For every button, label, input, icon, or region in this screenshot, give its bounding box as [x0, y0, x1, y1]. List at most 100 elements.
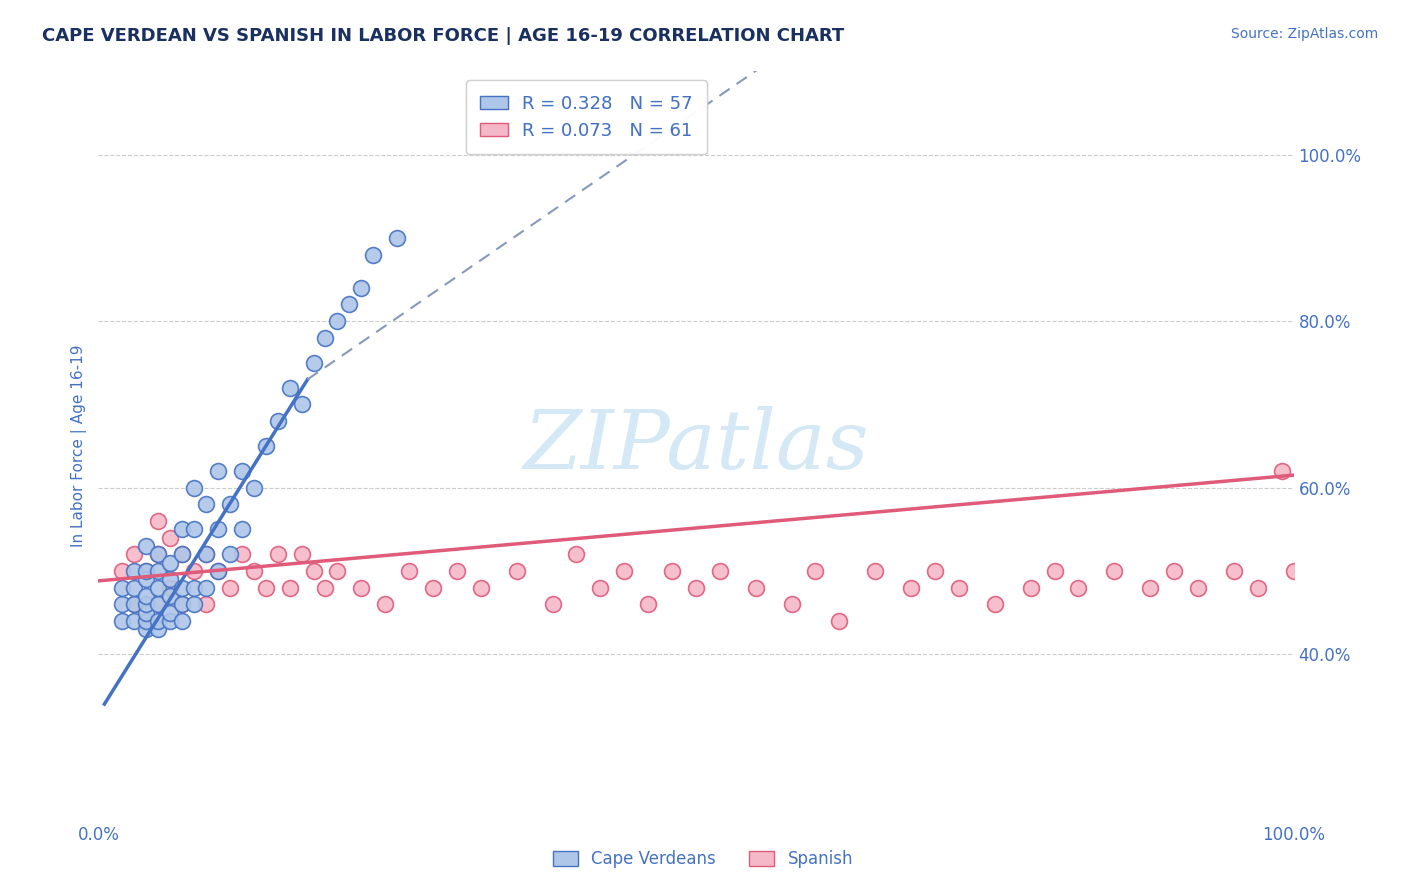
Point [804, 564, 827, 578]
Point [195, 547, 218, 561]
Point [254, 581, 277, 595]
Point [745, 581, 768, 595]
Point [900, 581, 922, 595]
Point [637, 597, 659, 611]
Point [924, 564, 946, 578]
Point [124, 581, 146, 595]
Point [195, 497, 218, 511]
Point [470, 581, 492, 595]
Point [326, 564, 349, 578]
Point [135, 564, 157, 578]
Point [159, 572, 181, 586]
Point [172, 581, 194, 595]
Point [1187, 581, 1209, 595]
Point [267, 547, 290, 561]
Point [172, 614, 194, 628]
Point [195, 547, 218, 561]
Point [1139, 581, 1161, 595]
Point [172, 522, 194, 536]
Point [195, 581, 218, 595]
Point [111, 597, 134, 611]
Point [589, 581, 612, 595]
Point [1247, 581, 1270, 595]
Point [385, 231, 409, 245]
Point [148, 597, 170, 611]
Y-axis label: In Labor Force | Age 16-19: In Labor Force | Age 16-19 [72, 344, 87, 548]
Point [183, 481, 205, 495]
Point [231, 547, 253, 561]
Point [159, 589, 181, 603]
Point [661, 564, 683, 578]
Point [350, 281, 373, 295]
Point [339, 297, 361, 311]
Point [302, 564, 325, 578]
Point [124, 564, 146, 578]
Point [111, 614, 134, 628]
Point [1043, 564, 1066, 578]
Text: Source: ZipAtlas.com: Source: ZipAtlas.com [1230, 27, 1378, 41]
Point [1163, 564, 1185, 578]
Point [1104, 564, 1126, 578]
Point [267, 414, 290, 428]
Point [422, 581, 444, 595]
Point [685, 581, 707, 595]
Point [135, 589, 157, 603]
Point [111, 581, 134, 595]
Point [254, 439, 277, 453]
Point [172, 547, 194, 561]
Point [124, 547, 146, 561]
Point [398, 564, 420, 578]
Point [124, 614, 146, 628]
Point [291, 397, 314, 411]
Point [1282, 564, 1305, 578]
Point [159, 531, 181, 545]
Point [195, 597, 218, 611]
Point [148, 597, 170, 611]
Point [207, 564, 229, 578]
Point [948, 581, 970, 595]
Point [363, 247, 385, 261]
Point [148, 581, 170, 595]
Point [506, 564, 529, 578]
Point [207, 522, 229, 536]
Point [159, 581, 181, 595]
Point [183, 564, 205, 578]
Point [207, 464, 229, 478]
Point [1271, 464, 1294, 478]
Point [709, 564, 731, 578]
Point [135, 614, 157, 628]
Point [148, 547, 170, 561]
Point [350, 581, 373, 595]
Point [219, 547, 242, 561]
Point [124, 597, 146, 611]
Point [159, 556, 181, 570]
Point [541, 597, 564, 611]
Text: CAPE VERDEAN VS SPANISH IN LABOR FORCE | AGE 16-19 CORRELATION CHART: CAPE VERDEAN VS SPANISH IN LABOR FORCE |… [42, 27, 845, 45]
Legend: R = 0.328   N = 57, R = 0.073   N = 61: R = 0.328 N = 57, R = 0.073 N = 61 [465, 80, 707, 154]
Point [183, 597, 205, 611]
Point [207, 564, 229, 578]
Point [148, 514, 170, 528]
Point [124, 597, 146, 611]
Point [243, 564, 266, 578]
Point [828, 614, 851, 628]
Point [302, 356, 325, 370]
Point [1019, 581, 1042, 595]
Point [159, 614, 181, 628]
Point [231, 464, 253, 478]
Point [1067, 581, 1090, 595]
Point [1223, 564, 1246, 578]
Point [315, 331, 337, 345]
Point [135, 606, 157, 620]
Point [780, 597, 803, 611]
Point [135, 572, 157, 586]
Point [183, 581, 205, 595]
Point [446, 564, 468, 578]
Point [984, 597, 1007, 611]
Point [183, 522, 205, 536]
Legend: Cape Verdeans, Spanish: Cape Verdeans, Spanish [546, 844, 860, 875]
Point [172, 597, 194, 611]
Point [172, 547, 194, 561]
Point [219, 497, 242, 511]
Point [159, 606, 181, 620]
